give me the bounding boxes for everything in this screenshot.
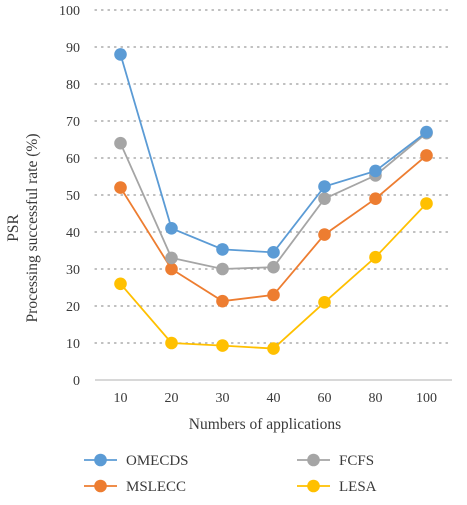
data-point [420, 125, 433, 139]
series-omecds [114, 48, 433, 259]
y-tick-label: 30 [66, 263, 80, 278]
data-point [165, 336, 178, 350]
y-tick-label: 100 [59, 4, 80, 19]
x-tick-label: 20 [165, 391, 179, 406]
x-tick-label: 30 [216, 391, 230, 406]
data-point [114, 277, 127, 291]
series-layer [114, 48, 433, 355]
data-point [216, 243, 229, 256]
y-axis-title-line1: PSR [5, 214, 22, 242]
y-tick-label: 60 [66, 152, 80, 167]
y-tick-label: 20 [66, 300, 80, 315]
legend-item-fcfs: FCFS [297, 453, 374, 469]
legend: OMECDS FCFS MSLECC LESA [84, 453, 377, 495]
y-tick-label: 80 [66, 78, 80, 93]
x-tick-label: 80 [369, 391, 383, 406]
y-axis-title-line2: Processing successful rate (%) [24, 134, 41, 323]
data-point [420, 149, 433, 162]
data-point [267, 246, 280, 259]
axis-layer: 0 10 20 30 40 50 60 70 80 90 100 10 20 30 40 60 80 100 [59, 4, 452, 406]
data-point [114, 48, 127, 61]
grid-layer [94, 9, 453, 344]
data-point [216, 262, 229, 276]
x-tick-label: 100 [416, 391, 437, 406]
x-tick-label: 40 [267, 391, 281, 406]
data-point [318, 192, 331, 205]
data-point [267, 288, 280, 302]
data-point [267, 260, 280, 274]
data-point [216, 339, 229, 352]
data-point [369, 192, 382, 205]
data-point [420, 197, 433, 210]
y-tick-label: 0 [73, 374, 80, 389]
data-point [318, 180, 331, 193]
data-point [267, 342, 280, 355]
legend-marker [94, 453, 107, 467]
series-mslecc [114, 149, 433, 308]
legend-label: OMECDS [126, 453, 189, 469]
y-tick-label: 50 [66, 189, 80, 204]
data-point [318, 228, 331, 241]
y-tick-label: 40 [66, 226, 80, 241]
data-point [165, 262, 178, 276]
series-lesa [114, 197, 433, 355]
data-point [114, 181, 127, 194]
data-point [369, 164, 382, 178]
y-axis-title-group: PSR Processing successful rate (%) [5, 134, 41, 323]
y-tick-label: 90 [66, 41, 80, 56]
legend-marker [307, 453, 320, 467]
data-point [318, 296, 331, 309]
y-tick-label: 70 [66, 115, 80, 130]
legend-item-omecds: OMECDS [84, 453, 189, 469]
legend-label: MSLECC [126, 479, 186, 495]
data-point [165, 251, 178, 265]
data-point [114, 136, 127, 150]
y-tick-label: 10 [66, 337, 80, 352]
legend-marker [307, 479, 320, 493]
data-point [216, 294, 229, 308]
data-point [165, 222, 178, 235]
legend-item-lesa: LESA [297, 479, 377, 495]
legend-label: LESA [339, 479, 377, 495]
x-axis-title: Numbers of applications [189, 416, 341, 433]
legend-item-mslecc: MSLECC [84, 479, 186, 495]
legend-label: FCFS [339, 453, 374, 469]
x-tick-label: 60 [318, 391, 332, 406]
x-tick-label: 10 [114, 391, 128, 406]
data-point [369, 250, 382, 264]
legend-marker [94, 479, 107, 493]
